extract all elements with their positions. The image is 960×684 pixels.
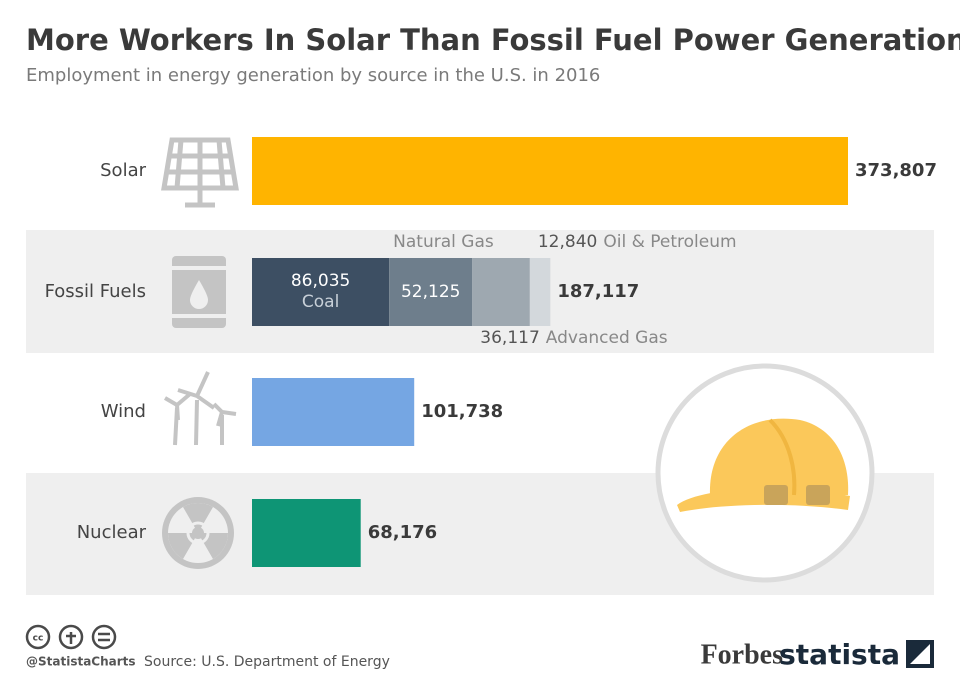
brand-mark	[906, 640, 934, 668]
bar-segment	[252, 258, 390, 326]
segment-value: 86,035	[291, 271, 350, 291]
license-icons	[25, 624, 117, 650]
segment-name: Coal	[302, 292, 339, 312]
solar-icon	[161, 137, 239, 208]
chart-subtitle: Employment in energy generation by sourc…	[26, 65, 600, 86]
chart-title: More Workers In Solar Than Fossil Fuel P…	[26, 23, 960, 57]
bar	[252, 499, 361, 567]
segment-name: Oil & Petroleum	[603, 232, 736, 252]
partner-logo: Forbes	[701, 639, 784, 670]
bar-segment	[529, 258, 551, 326]
hard-hat-icon	[655, 363, 875, 583]
bar	[252, 137, 848, 205]
category-label: Solar	[100, 160, 146, 181]
value-label: 101,738	[421, 401, 503, 422]
barrel-icon	[172, 256, 226, 328]
brand-logo: statista	[779, 638, 900, 671]
bar	[252, 378, 415, 446]
value-label: 187,117	[557, 281, 639, 302]
cc-mark: cc	[33, 634, 44, 644]
segment-value: 52,125	[401, 282, 460, 302]
handle: @StatistaCharts	[26, 655, 136, 669]
category-label: Nuclear	[77, 522, 147, 543]
wind-icon	[163, 371, 237, 446]
bar-segment	[472, 258, 530, 326]
bar-segment	[389, 258, 473, 326]
category-label: Fossil Fuels	[45, 281, 146, 302]
category-label: Wind	[101, 401, 146, 422]
segment-name: Natural Gas	[393, 232, 494, 252]
value-label: 373,807	[855, 160, 937, 181]
value-label: 68,176	[368, 522, 437, 543]
segment-value: 12,840	[538, 232, 597, 252]
segment-value: 36,117	[480, 328, 539, 348]
source: Source: U.S. Department of Energy	[144, 654, 390, 670]
nuclear-icon	[162, 497, 234, 569]
segment-name: Advanced Gas	[546, 328, 668, 348]
